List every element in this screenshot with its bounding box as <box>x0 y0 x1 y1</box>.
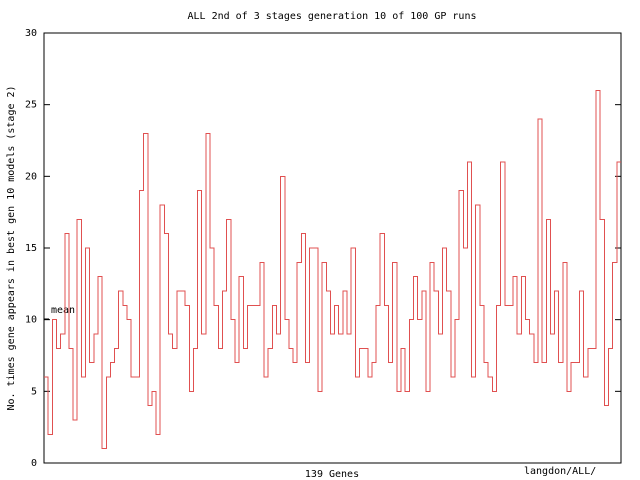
legend: mean <box>44 305 75 320</box>
legend-label: mean <box>51 305 75 316</box>
plot-frame <box>43 32 622 464</box>
y-tick-label: 20 <box>25 171 37 182</box>
y-tick-label: 25 <box>25 100 37 111</box>
corner-note: langdon/ALL/ <box>524 466 596 477</box>
y-axis-label: No. times gene appears in best gen 10 mo… <box>6 85 17 410</box>
y-tick-label: 0 <box>31 458 37 469</box>
y-axis-ticks: 0 5 10 15 20 25 30 <box>25 28 621 469</box>
x-axis-label: 139 Genes <box>305 469 359 480</box>
series-layer <box>44 89 621 450</box>
y-tick-label: 15 <box>25 243 37 254</box>
series-step-line <box>44 89 621 450</box>
y-tick-label: 10 <box>25 315 37 326</box>
y-tick-label: 30 <box>25 28 37 39</box>
y-tick-label: 5 <box>31 386 37 397</box>
chart-title: ALL 2nd of 3 stages generation 10 of 100… <box>188 11 477 22</box>
